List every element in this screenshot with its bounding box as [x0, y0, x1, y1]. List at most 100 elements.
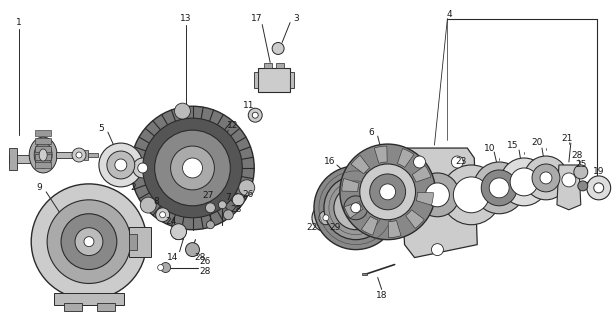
Text: 13: 13: [180, 14, 191, 23]
Bar: [264, 63, 272, 68]
Circle shape: [426, 183, 450, 207]
Bar: [56, 152, 74, 158]
Circle shape: [252, 112, 258, 118]
Text: 12: 12: [227, 121, 238, 130]
Circle shape: [99, 143, 143, 187]
Circle shape: [324, 176, 387, 240]
Circle shape: [319, 211, 333, 225]
Circle shape: [482, 170, 517, 206]
Circle shape: [474, 162, 525, 214]
Ellipse shape: [30, 137, 57, 173]
Wedge shape: [375, 146, 387, 163]
Bar: [35, 138, 51, 144]
Text: 6: 6: [369, 128, 375, 137]
Circle shape: [161, 262, 170, 273]
Circle shape: [416, 173, 459, 217]
Circle shape: [562, 173, 576, 187]
Circle shape: [75, 228, 103, 256]
Circle shape: [170, 146, 215, 190]
Circle shape: [540, 172, 552, 184]
Bar: [276, 63, 284, 68]
Circle shape: [334, 186, 378, 230]
Text: 14: 14: [167, 253, 178, 262]
Circle shape: [223, 210, 233, 220]
Text: 28: 28: [231, 205, 242, 214]
Text: 28: 28: [571, 150, 582, 160]
Bar: [362, 273, 367, 276]
Circle shape: [84, 237, 94, 247]
Circle shape: [143, 118, 242, 218]
Text: 11: 11: [242, 101, 254, 110]
Text: 7: 7: [226, 193, 231, 202]
Circle shape: [344, 196, 368, 220]
Text: 2: 2: [130, 183, 135, 192]
Circle shape: [593, 183, 604, 193]
Text: 10: 10: [483, 144, 495, 153]
Ellipse shape: [39, 149, 47, 161]
Bar: [84, 150, 88, 160]
Wedge shape: [388, 220, 401, 238]
Bar: [35, 146, 51, 152]
Bar: [129, 234, 137, 250]
Circle shape: [335, 210, 345, 220]
Circle shape: [107, 151, 135, 179]
Circle shape: [157, 265, 164, 270]
Wedge shape: [416, 192, 434, 205]
Circle shape: [31, 184, 147, 300]
Circle shape: [205, 203, 215, 213]
Text: 9: 9: [36, 183, 42, 192]
Text: 25: 25: [575, 160, 587, 170]
Circle shape: [232, 194, 244, 206]
Polygon shape: [557, 165, 581, 210]
Circle shape: [186, 243, 199, 257]
Circle shape: [330, 205, 350, 225]
Text: 19: 19: [593, 167, 605, 176]
Bar: [64, 303, 82, 311]
Circle shape: [312, 204, 340, 232]
Wedge shape: [342, 179, 359, 191]
Text: 26: 26: [242, 190, 254, 199]
Circle shape: [379, 184, 395, 200]
Circle shape: [489, 178, 509, 198]
Text: 17: 17: [250, 14, 262, 23]
Circle shape: [451, 156, 463, 168]
Circle shape: [500, 158, 548, 206]
Circle shape: [340, 144, 435, 240]
Bar: [35, 162, 51, 168]
Text: 20: 20: [531, 138, 542, 147]
Wedge shape: [406, 210, 424, 228]
Circle shape: [432, 244, 443, 256]
Circle shape: [248, 108, 262, 122]
Circle shape: [574, 165, 588, 179]
Circle shape: [170, 224, 186, 240]
Circle shape: [175, 103, 191, 119]
Circle shape: [532, 164, 560, 192]
Circle shape: [160, 212, 165, 218]
Wedge shape: [351, 155, 370, 174]
Wedge shape: [344, 202, 363, 218]
Circle shape: [314, 166, 398, 250]
Text: 22: 22: [306, 223, 317, 232]
Circle shape: [133, 158, 153, 178]
Circle shape: [453, 177, 489, 213]
Circle shape: [442, 165, 501, 225]
Circle shape: [510, 168, 538, 196]
Wedge shape: [412, 165, 431, 182]
Text: 23: 23: [456, 157, 467, 166]
Bar: [9, 155, 37, 163]
Bar: [35, 154, 51, 160]
Polygon shape: [400, 148, 477, 258]
Circle shape: [413, 156, 426, 168]
Circle shape: [156, 208, 170, 222]
Circle shape: [138, 163, 148, 173]
Circle shape: [239, 180, 255, 196]
Text: 3: 3: [293, 14, 299, 23]
Text: 28: 28: [195, 253, 206, 262]
Bar: [254, 72, 258, 88]
Circle shape: [370, 174, 405, 210]
Circle shape: [47, 200, 131, 284]
Bar: [9, 148, 17, 170]
Circle shape: [76, 152, 82, 158]
Bar: [290, 72, 294, 88]
Circle shape: [154, 130, 231, 206]
